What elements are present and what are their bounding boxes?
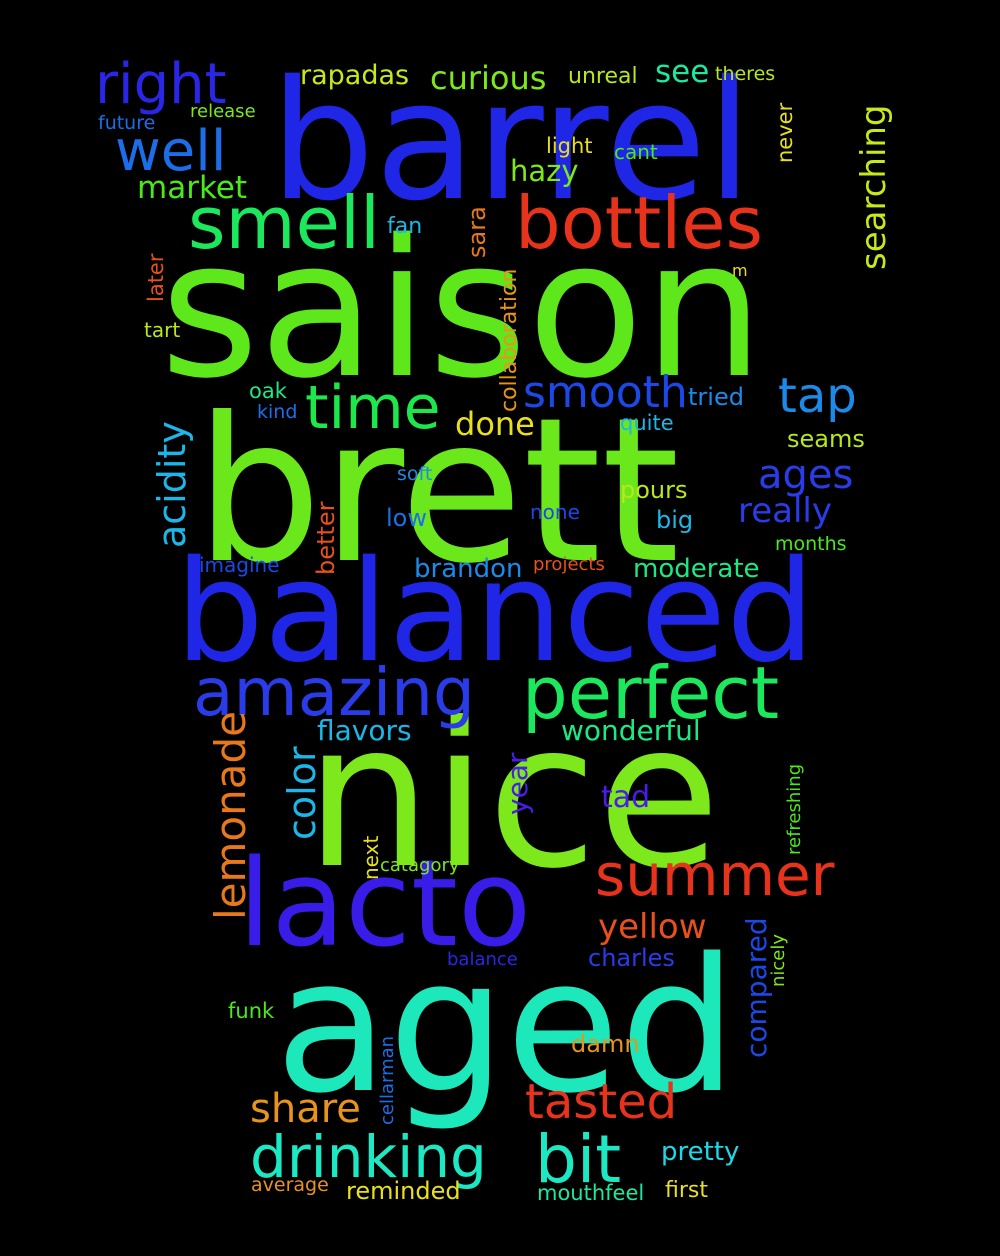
word-lemonade: lemonade (206, 711, 255, 920)
word-flavors: flavors (317, 714, 412, 747)
word-theres: theres (715, 63, 775, 85)
word-pretty: pretty (661, 1137, 739, 1167)
word-smell: smell (188, 181, 380, 265)
word-light: light (546, 134, 593, 158)
word-tad: tad (601, 780, 650, 815)
word-done: done (455, 405, 535, 443)
word-seams: seams (787, 425, 865, 453)
word-quite: quite (620, 411, 674, 435)
word-brett: brett (195, 375, 680, 608)
word-year: year (501, 752, 534, 815)
word-catagory: catagory (380, 855, 460, 876)
word-refreshing: refreshing (784, 764, 805, 855)
word-curious: curious (430, 59, 546, 97)
word-amazing: amazing (193, 654, 475, 731)
word-tap: tap (778, 368, 857, 424)
word-right: right (95, 52, 227, 117)
word-first: first (665, 1178, 708, 1203)
word-color: color (280, 746, 324, 840)
word-lacto: lacto (238, 835, 531, 974)
word-imagine: imagine (199, 553, 280, 577)
word-m: m (732, 261, 748, 280)
word-never: never (773, 102, 797, 163)
word-cellarman: cellarman (377, 1036, 398, 1125)
word-brandon: brandon (414, 554, 523, 584)
word-later: later (144, 253, 168, 302)
word-smooth: smooth (523, 367, 688, 418)
word-barrel: barrel (270, 45, 752, 237)
word-sara: sara (463, 206, 491, 258)
word-low: low (386, 504, 427, 532)
word-time: time (305, 373, 441, 443)
word-tasted: tasted (525, 1074, 677, 1130)
word-see: see (655, 54, 709, 90)
word-moderate: moderate (633, 554, 760, 584)
word-tart: tart (144, 318, 180, 342)
word-charles: charles (588, 944, 675, 972)
word-rapadas: rapadas (300, 60, 409, 91)
word-bottles: bottles (515, 181, 763, 265)
word-hazy: hazy (510, 154, 579, 188)
word-big: big (656, 506, 693, 534)
word-compared: compared (740, 917, 773, 1058)
word-release: release (190, 101, 256, 122)
word-kind: kind (257, 401, 297, 423)
word-oak: oak (249, 379, 288, 403)
word-better: better (312, 501, 340, 575)
word-none: none (530, 500, 580, 524)
word-ages: ages (758, 452, 853, 498)
word-nicely: nicely (768, 934, 789, 987)
word-average: average (251, 1174, 329, 1196)
word-aged: aged (275, 918, 737, 1134)
word-nice: nice (305, 680, 720, 913)
word-perfect: perfect (522, 651, 779, 735)
word-next: next (359, 836, 383, 880)
word-soft: soft (397, 463, 432, 485)
word-future: future (98, 112, 155, 134)
word-cant: cant (614, 140, 658, 164)
word-collaboration: collaboration (497, 269, 522, 412)
word-share: share (250, 1086, 361, 1132)
word-reminded: reminded (346, 1177, 461, 1205)
word-projects: projects (533, 554, 605, 575)
word-balanced: balanced (175, 531, 815, 694)
word-pours: pours (620, 476, 688, 504)
word-bit: bit (535, 1121, 621, 1198)
word-mouthfeel: mouthfeel (537, 1181, 644, 1205)
word-saison: saison (160, 199, 764, 420)
word-balance: balance (447, 949, 518, 970)
word-market: market (137, 170, 247, 206)
word-acidity: acidity (150, 421, 194, 548)
word-funk: funk (228, 999, 275, 1023)
word-tried: tried (688, 383, 744, 411)
word-searching: searching (854, 104, 894, 270)
word-wonderful: wonderful (561, 714, 701, 747)
word-summer: summer (595, 841, 835, 909)
word-months: months (775, 533, 847, 555)
word-yellow: yellow (598, 907, 707, 947)
word-damn: damn (571, 1030, 640, 1058)
word-drinking: drinking (250, 1123, 487, 1191)
word-well: well (115, 119, 226, 184)
word-unreal: unreal (568, 64, 638, 89)
word-really: really (738, 491, 832, 531)
word-fan: fan (387, 214, 422, 239)
